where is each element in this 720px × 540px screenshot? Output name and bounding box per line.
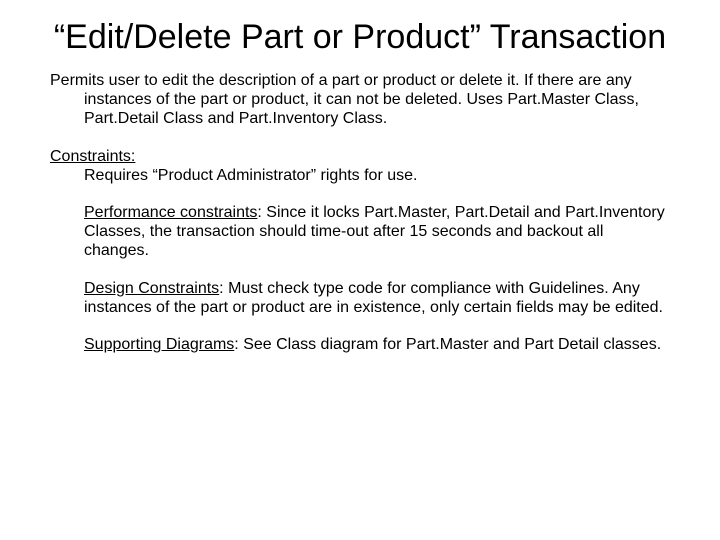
slide-title: “Edit/Delete Part or Product” Transactio… xyxy=(50,18,670,57)
diagrams-label: Supporting Diagrams xyxy=(84,336,234,353)
slide-body: Permits user to edit the description of … xyxy=(50,71,670,354)
diagrams-paragraph: Supporting Diagrams: See Class diagram f… xyxy=(50,335,670,354)
constraints-text: Requires “Product Administrator” rights … xyxy=(84,167,417,184)
design-paragraph: Design Constraints: Must check type code… xyxy=(50,279,670,317)
diagrams-text: : See Class diagram for Part.Master and … xyxy=(234,336,661,353)
performance-label: Performance constraints xyxy=(84,204,257,221)
constraints-paragraph: Constraints: Requires “Product Administr… xyxy=(50,147,670,185)
intro-paragraph: Permits user to edit the description of … xyxy=(50,71,670,129)
performance-paragraph: Performance constraints: Since it locks … xyxy=(50,203,670,261)
constraints-label: Constraints: xyxy=(50,148,135,165)
slide: “Edit/Delete Part or Product” Transactio… xyxy=(0,0,720,540)
design-label: Design Constraints xyxy=(84,280,219,297)
